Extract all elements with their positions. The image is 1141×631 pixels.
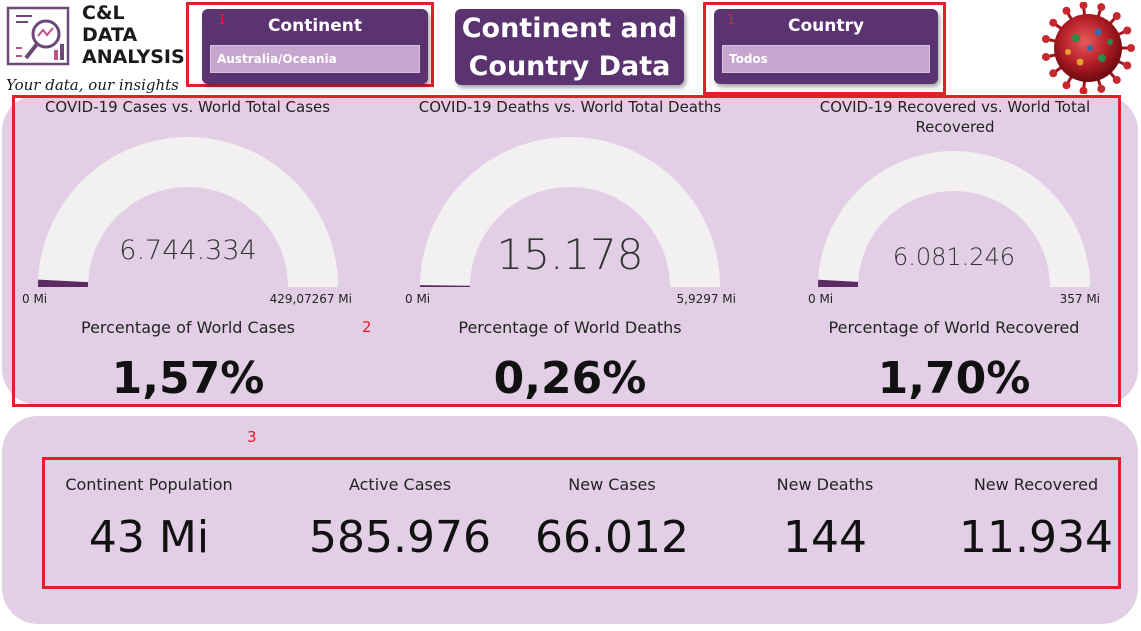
kpi-section-highlight <box>42 457 1121 589</box>
logo-brand-line2: DATA <box>82 24 138 46</box>
kpi-label: New Cases <box>568 475 656 494</box>
kpi-label: Continent Population <box>65 475 233 494</box>
gauge-value: 6.744.334 <box>119 235 257 266</box>
gauge-value: 15.178 <box>496 230 644 279</box>
kpi-section-marker: 3 <box>247 428 257 446</box>
coronavirus-image <box>1041 2 1135 94</box>
kpi-panel <box>2 416 1138 624</box>
kpi-value: 144 <box>783 512 867 563</box>
percentage-value: 0,26% <box>493 353 647 404</box>
percentage-value: 1,70% <box>877 353 1031 404</box>
page-title-line2: Country Data <box>468 51 671 82</box>
percentage-value: 1,57% <box>111 353 265 404</box>
kpi-value: 43 Mi <box>88 512 210 563</box>
gauge-min-label: 0 Mi <box>808 292 834 306</box>
gauges-section-marker: 2 <box>362 318 372 336</box>
gauges-section-highlight <box>12 95 1121 407</box>
country-slicer-marker: 1 <box>727 13 736 28</box>
gauge-track <box>420 137 720 287</box>
gauge-max-label: 5,9297 Mi <box>676 292 737 306</box>
country-slicer-highlight <box>703 2 946 95</box>
kpi-value: 585.976 <box>309 512 491 563</box>
logo-brand: C&L DATA ANALYSIS <box>82 2 185 68</box>
gauge-max-label: 429,07267 Mi <box>269 292 352 306</box>
kpi-value: 66.012 <box>535 512 689 563</box>
logo-tagline: Your data, our insights <box>6 76 179 94</box>
logo-brand-line3: ANALYSIS <box>82 46 185 68</box>
gauge-value: 6.081.246 <box>892 243 1016 271</box>
country-slicer: Country Todos <box>714 9 938 196</box>
kpi-label: New Deaths <box>776 475 874 494</box>
percentage-label: Percentage of World Recovered <box>828 318 1080 337</box>
continent-slicer-highlight <box>186 2 434 87</box>
logo-brand-line1: C&L <box>82 2 125 24</box>
gauge-chart <box>818 151 1090 287</box>
percentage-label: Percentage of World Cases <box>80 318 296 337</box>
gauge-chart <box>420 137 720 287</box>
continent-slicer: Continent Australia/Oceania <box>202 9 428 197</box>
gauge-track <box>38 137 338 287</box>
gauge-fill <box>818 279 859 287</box>
gauge-fill <box>420 285 471 287</box>
gauge-chart <box>38 137 338 287</box>
percentage-label: Percentage of World Deaths <box>458 318 682 337</box>
gauge-max-label: 357 Mi <box>1059 292 1100 306</box>
continent-slicer-marker: 1 <box>218 13 227 28</box>
country-selected-value: Todos <box>729 52 768 66</box>
company-logo: C&L DATA ANALYSIS Your data, our insight… <box>2 0 185 95</box>
continent-selected-value: Australia/Oceania <box>217 52 337 66</box>
gauge-fill <box>38 279 89 287</box>
gauge-track <box>818 151 1090 287</box>
gauge-title: COVID-19 Recovered vs. World Total Recov… <box>819 98 1091 136</box>
gauge-min-label: 0 Mi <box>22 292 48 306</box>
continent-dropdown[interactable]: Australia/Oceania <box>210 45 420 197</box>
data-analysis-logo-icon <box>6 6 70 66</box>
gauge-title: COVID-19 Cases vs. World Total Cases <box>44 98 331 116</box>
gauge-title: COVID-19 Deaths vs. World Total Deaths <box>418 98 722 116</box>
kpi-value: 11.934 <box>959 512 1113 563</box>
country-dropdown[interactable]: Todos <box>722 45 930 196</box>
continent-slicer-title: Continent <box>267 16 363 36</box>
page-title-line1: Continent and <box>461 13 678 44</box>
kpi-label: Active Cases <box>348 475 452 494</box>
kpi-label: New Recovered <box>973 475 1099 494</box>
page-title: Continent and Country Data <box>455 9 684 85</box>
gauge-min-label: 0 Mi <box>405 292 431 306</box>
country-slicer-title: Country <box>788 16 864 36</box>
